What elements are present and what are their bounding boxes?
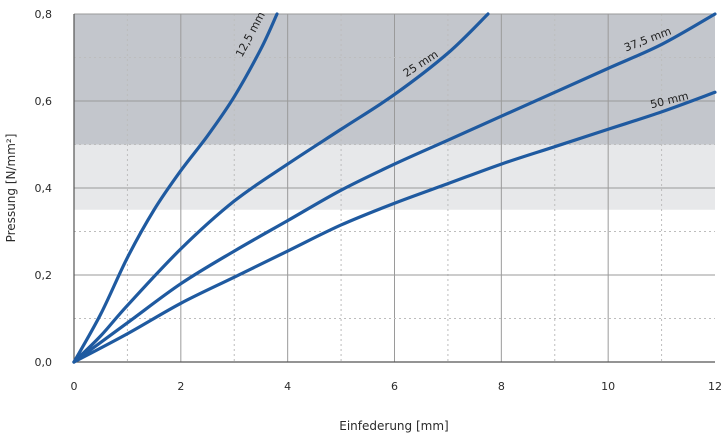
y-tick-label: 0,0 [35, 356, 53, 369]
tick-labels: 0 2 4 6 8 10 12 0,0 0,2 0,4 0,6 0,8 [35, 8, 723, 393]
series-line-0 [72, 12, 279, 364]
x-axis-title: Einfederung [mm] [339, 419, 448, 433]
x-tick-label: 0 [71, 380, 78, 393]
y-tick-label: 0,4 [35, 182, 53, 195]
y-tick-label: 0,6 [35, 95, 53, 108]
axes [73, 14, 715, 363]
grid-lines [74, 13, 715, 362]
series-line-1 [72, 12, 490, 364]
x-tick-label: 2 [177, 380, 184, 393]
series-lines [72, 12, 717, 364]
series-line-3 [72, 90, 717, 364]
x-tick-label: 4 [284, 380, 291, 393]
x-tick-label: 8 [498, 380, 505, 393]
y-tick-label: 0,8 [35, 8, 53, 21]
y-axis-title: Pressung [N/mm²] [4, 134, 18, 243]
series-line-2 [72, 12, 717, 364]
y-tick-label: 0,2 [35, 269, 53, 282]
x-tick-label: 6 [391, 380, 398, 393]
x-tick-label: 10 [601, 380, 615, 393]
x-tick-label: 12 [708, 380, 722, 393]
